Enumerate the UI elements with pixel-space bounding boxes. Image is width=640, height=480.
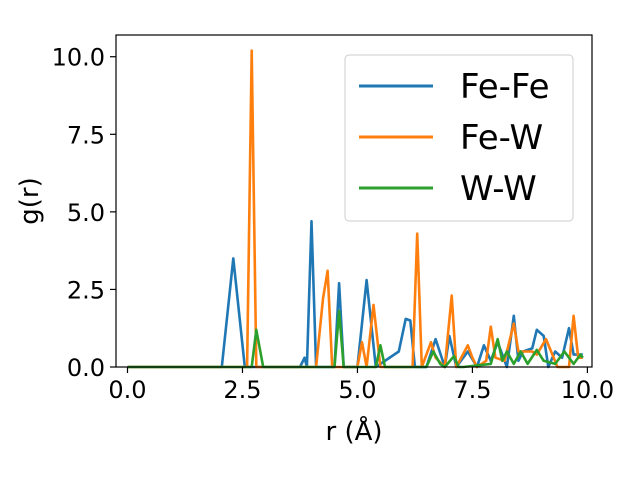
y-tick-label: 5.0 (67, 199, 105, 227)
y-tick-label: 2.5 (67, 276, 105, 304)
x-tick-label: 0.0 (108, 376, 146, 404)
legend-box (344, 54, 574, 222)
x-tick-label: 7.5 (453, 376, 491, 404)
y-tick-label: 7.5 (67, 121, 105, 149)
plot-frame (115, 34, 593, 368)
x-tick-label: 5.0 (338, 376, 376, 404)
legend-label: W-W (460, 169, 537, 209)
y-axis-ticks: 0.0 2.5 5.0 7.5 10.0 (52, 44, 116, 382)
x-tick-label: 2.5 (223, 376, 261, 404)
y-tick-label: 10.0 (52, 44, 105, 72)
x-axis-label: r (Å) (325, 415, 382, 447)
legend-label: Fe-Fe (460, 67, 550, 107)
x-axis-ticks: 0.0 2.5 5.0 7.5 10.0 (108, 367, 614, 404)
x-tick-label: 10.0 (561, 376, 614, 404)
y-tick-label: 0.0 (67, 354, 105, 382)
legend-label: Fe-W (460, 118, 543, 158)
series-line-fe-w (127, 49, 583, 369)
legend: Fe-Fe Fe-W W-W (344, 54, 574, 222)
y-axis-label: g(r) (15, 177, 45, 224)
series-line-fe-fe (127, 219, 583, 369)
